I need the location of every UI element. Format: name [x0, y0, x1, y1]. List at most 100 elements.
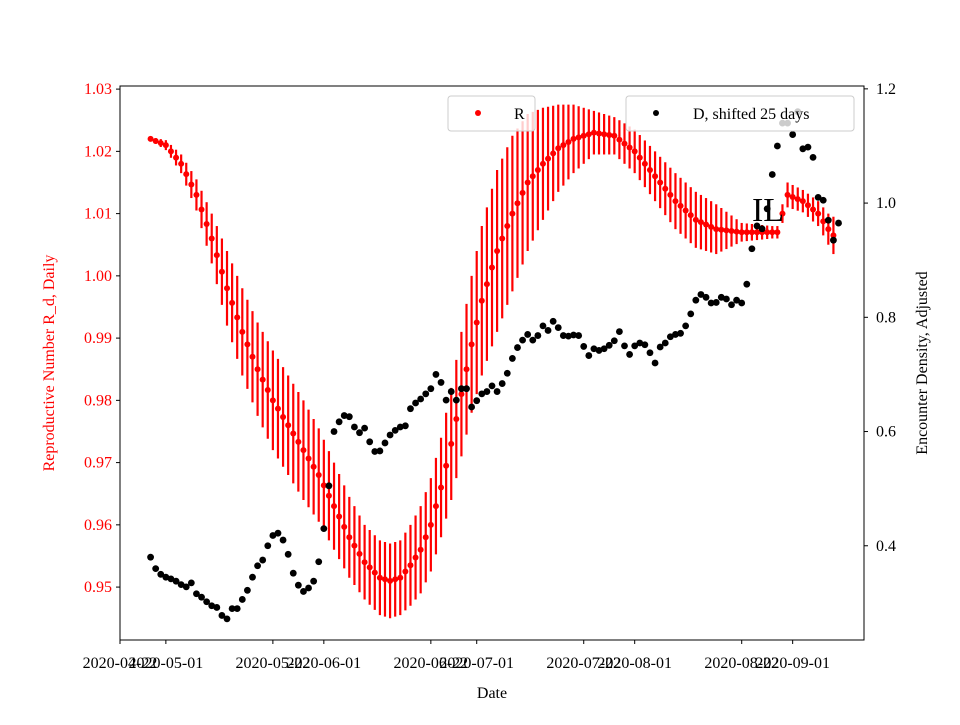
r-point	[371, 569, 378, 576]
r-point	[672, 198, 679, 205]
d-point	[575, 332, 583, 339]
r-point	[621, 140, 628, 147]
d-point	[748, 245, 756, 253]
d-point	[198, 593, 205, 601]
d-point	[289, 569, 297, 577]
d-point	[651, 359, 659, 367]
d-point	[483, 388, 491, 395]
r-point	[820, 218, 827, 225]
d-point	[830, 236, 837, 244]
d-point	[468, 403, 476, 411]
r-point	[713, 226, 720, 233]
d-point	[152, 565, 160, 573]
r-point	[407, 562, 414, 569]
d-point	[458, 385, 465, 393]
r-point	[815, 210, 822, 217]
d-point	[213, 604, 221, 611]
legend-d-label: D, shifted 25 days	[693, 106, 809, 123]
d-point	[508, 355, 516, 362]
r-point	[524, 179, 531, 186]
r-point	[331, 503, 338, 510]
d-point	[193, 590, 200, 598]
r-point	[708, 223, 715, 230]
r-point	[402, 568, 409, 575]
r-point	[346, 534, 353, 541]
d-point	[310, 577, 318, 585]
d-series	[147, 108, 842, 623]
d-point	[631, 342, 639, 350]
d-point	[284, 550, 292, 558]
r-point	[325, 492, 332, 499]
d-point	[269, 532, 277, 539]
r-point	[443, 462, 450, 469]
d-point	[463, 385, 470, 393]
r-point	[555, 145, 562, 152]
legend-r-marker	[475, 110, 481, 116]
r-point	[483, 281, 490, 288]
d-point	[243, 586, 251, 594]
y-left-tick-label: 0.96	[84, 517, 112, 534]
x-tick-label: 2020-07-01	[439, 655, 514, 672]
d-point	[478, 390, 486, 398]
r-point	[753, 229, 760, 236]
d-point	[437, 379, 445, 386]
d-point	[707, 299, 715, 307]
r-point	[529, 173, 536, 180]
d-point	[524, 331, 532, 338]
r-point	[295, 438, 302, 445]
r-point	[560, 142, 567, 149]
r-point	[545, 155, 552, 162]
r-point	[392, 576, 399, 583]
r-point	[397, 574, 404, 581]
d-point	[412, 399, 419, 407]
r-point	[178, 160, 185, 167]
d-point	[259, 556, 267, 564]
d-point	[447, 388, 455, 395]
r-point	[188, 181, 195, 188]
r-point	[305, 455, 312, 462]
r-point	[193, 191, 200, 198]
d-point	[702, 293, 710, 301]
r-point	[575, 134, 582, 141]
x-tick-label: 2020-09-01	[755, 655, 830, 672]
r-point	[810, 206, 817, 213]
d-point	[396, 423, 404, 431]
y-right-tick-label: 0.8	[876, 309, 896, 326]
d-point	[809, 153, 817, 161]
y-right-tick-label: 1.0	[876, 195, 896, 212]
legend-d-box	[625, 95, 855, 132]
r-point	[764, 229, 771, 236]
x-tick-label: 2020-08-01	[597, 655, 672, 672]
r-point	[356, 550, 363, 557]
d-point	[728, 301, 735, 309]
d-point	[274, 529, 282, 537]
r-point	[336, 513, 343, 520]
r-point	[580, 132, 587, 139]
r-point	[667, 191, 674, 198]
d-point	[238, 596, 246, 603]
y-left-tick-label: 0.95	[84, 579, 112, 596]
d-point	[697, 291, 705, 298]
d-point	[534, 332, 542, 339]
d-point	[814, 193, 822, 201]
d-point	[294, 581, 302, 589]
r-series	[147, 104, 837, 619]
d-point	[391, 426, 399, 434]
r-point	[280, 413, 287, 420]
r-point	[341, 523, 348, 530]
r-point	[448, 440, 455, 447]
d-point	[264, 542, 272, 550]
d-point	[417, 395, 425, 403]
r-point	[173, 154, 180, 161]
d-point	[733, 296, 741, 304]
r-point	[723, 227, 730, 234]
r-point	[677, 202, 684, 209]
d-point	[432, 371, 440, 378]
d-point	[157, 570, 165, 578]
legend-r-label: R	[514, 106, 525, 123]
r-point	[825, 226, 832, 233]
r-point	[412, 554, 419, 561]
d-point	[351, 423, 358, 431]
y-left-tick-label: 1.03	[84, 81, 112, 98]
y-left-tick-label: 0.98	[84, 392, 112, 409]
